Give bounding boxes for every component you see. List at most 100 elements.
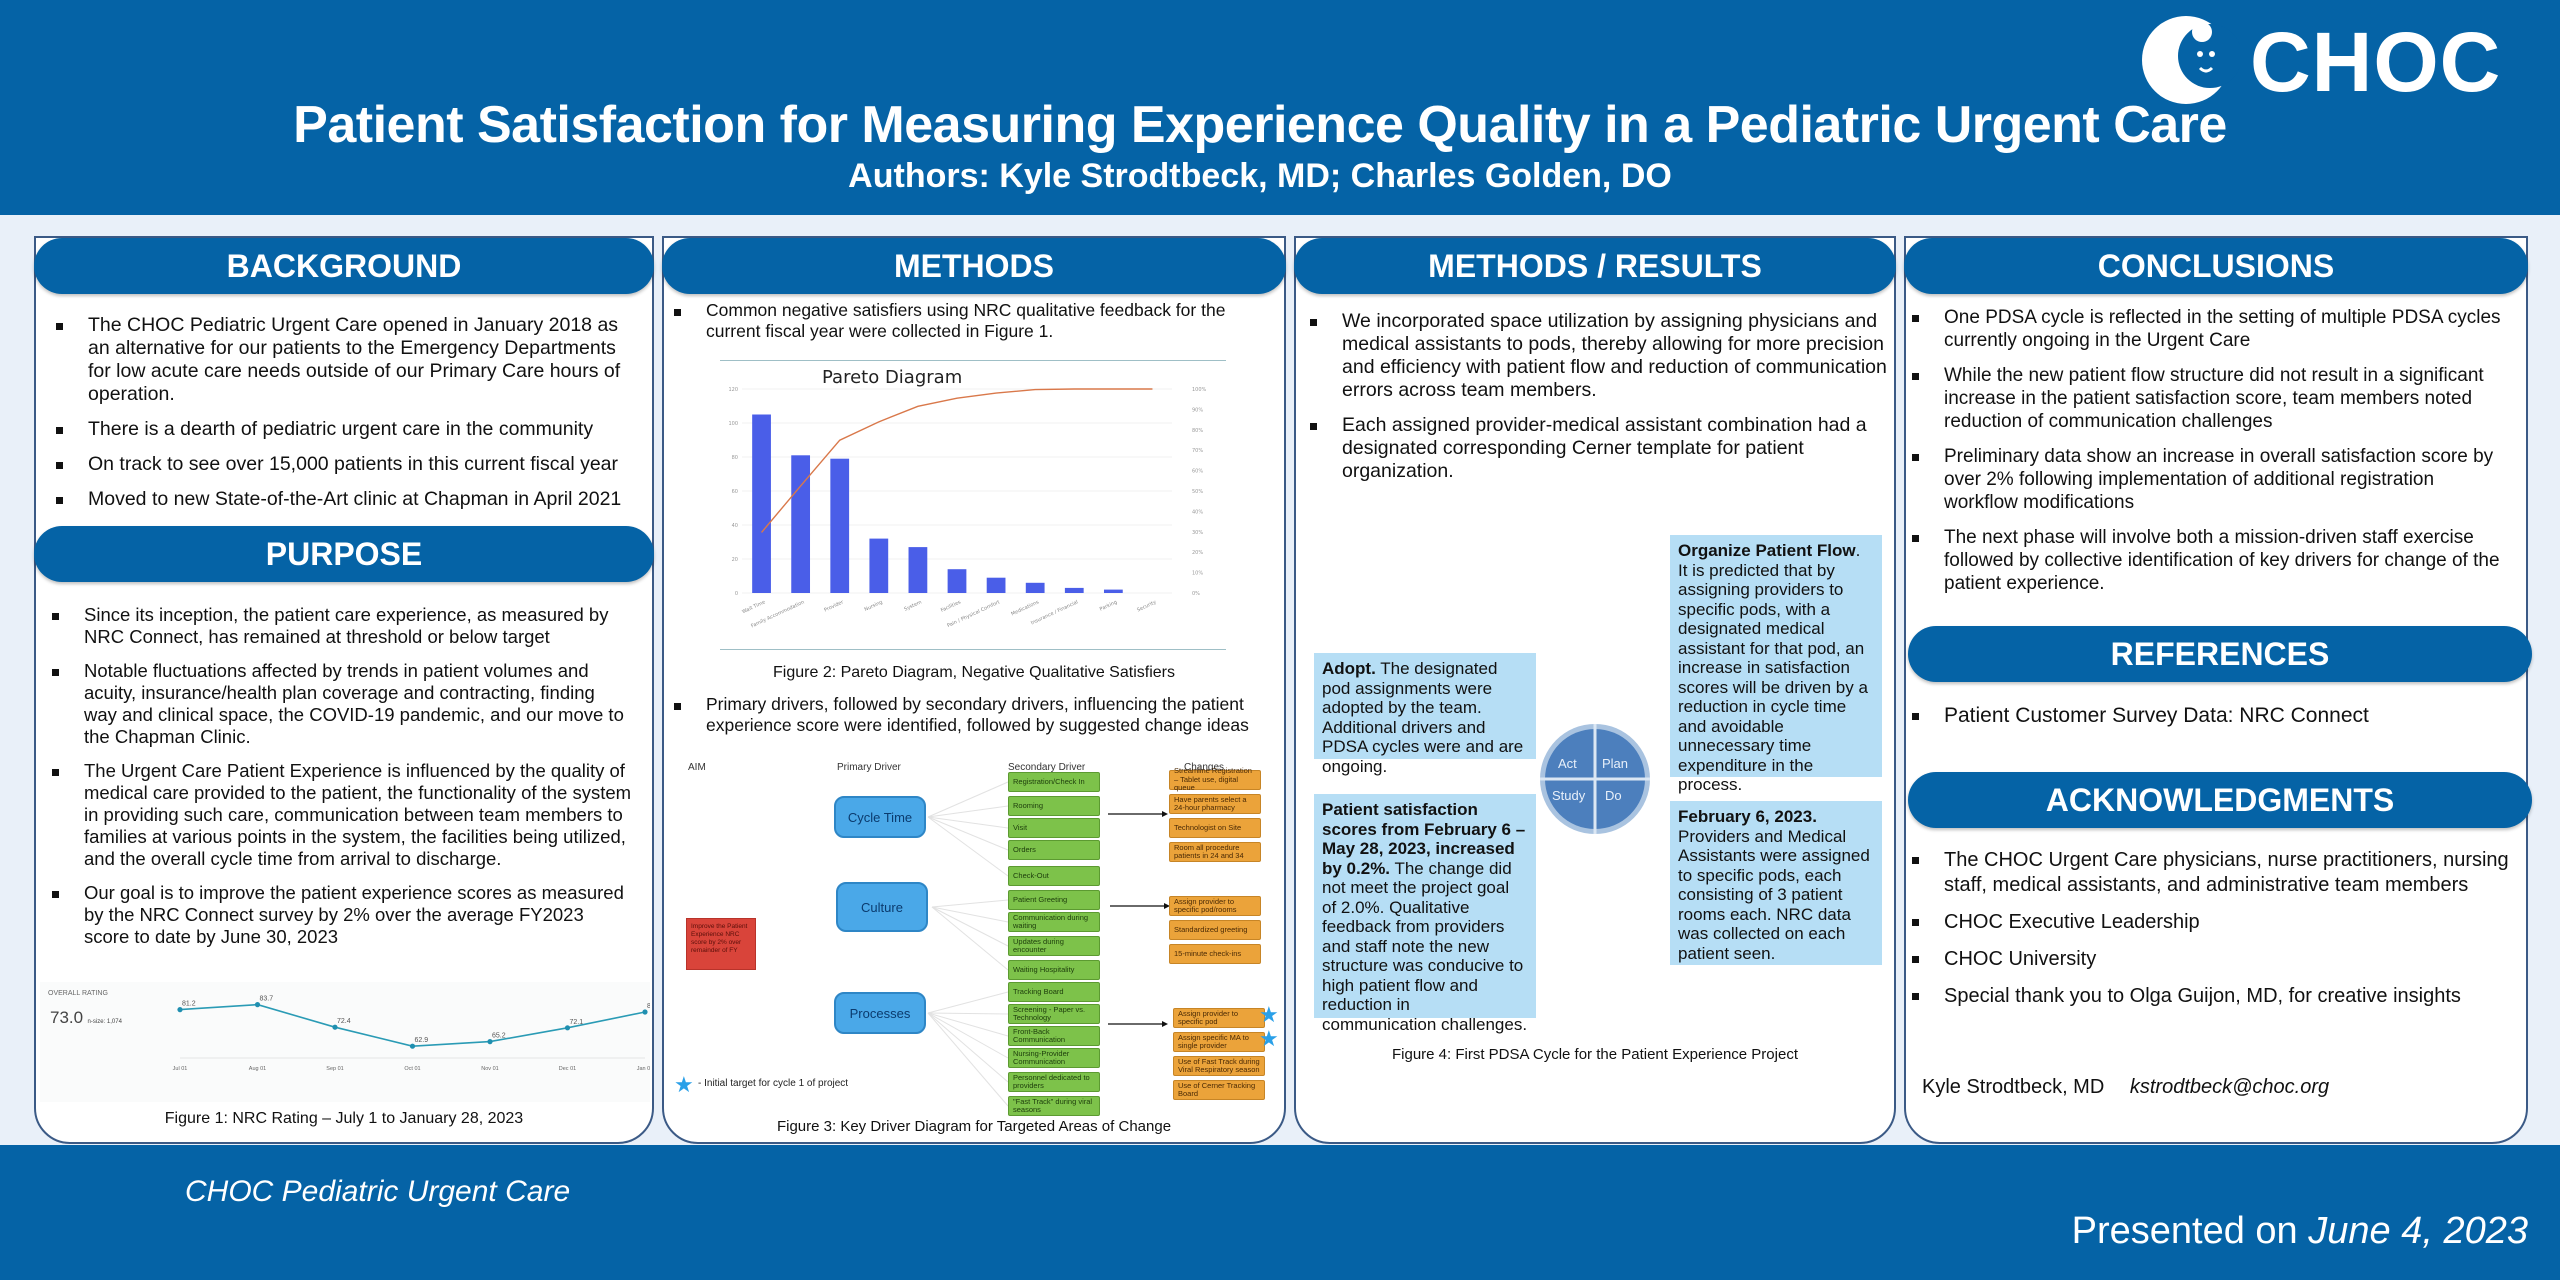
x-tick-label: Provider: [823, 599, 845, 614]
data-label: 83.7: [260, 996, 274, 1003]
connector-line: [931, 906, 1009, 971]
wheel-study: Study: [1552, 788, 1586, 803]
change-ideas: Streamline Registration – Tablet use, di…: [1169, 767, 1279, 1100]
change-idea: Assign provider to specific pod: [1173, 1008, 1265, 1028]
cumulative-line: [761, 388, 1153, 533]
logo-text: CHOC: [2250, 15, 2502, 109]
y-tick-label: 40: [732, 523, 738, 529]
y2-tick-label: 80%: [1192, 428, 1203, 434]
x-tick-label: System: [903, 599, 923, 612]
data-point: [332, 1024, 338, 1030]
pdsa-do-box: February 6, 2023. Providers and Medical …: [1670, 801, 1882, 965]
x-tick-label: Parking: [1099, 599, 1118, 612]
y2-tick-label: 0%: [1192, 591, 1200, 597]
secondary-driver: Visit: [1008, 818, 1100, 838]
y2-tick-label: 60%: [1192, 469, 1203, 475]
change-idea: Use of Fast Track during Viral Respirato…: [1173, 1056, 1265, 1076]
pdsa-plan-box: Organize Patient Flow. It is predicted t…: [1670, 535, 1882, 794]
purpose-heading: PURPOSE: [34, 526, 654, 582]
primary-driver-culture: Culture: [836, 882, 928, 932]
connector-line: [927, 1012, 1009, 1015]
secondary-driver: Personnel dedicated to providers: [1008, 1072, 1100, 1092]
change-idea: Use of Cerner Tracking Board: [1173, 1080, 1265, 1100]
poster-authors: Authors: Kyle Strodtbeck, MD; Charles Go…: [848, 157, 1672, 195]
y2-tick-label: 100%: [1192, 387, 1207, 393]
kdd-legend: - Initial target for cycle 1 of project: [698, 1078, 849, 1089]
kdd-col-primary: Primary Driver: [837, 762, 901, 773]
target-star-icon: ★: [1259, 1002, 1279, 1027]
list-item: Primary drivers, followed by secondary d…: [654, 694, 1270, 736]
contact-name: Kyle Strodtbeck, MD: [1922, 1076, 2105, 1098]
y-tick-label: 80: [732, 455, 738, 461]
methods-heading: METHODS: [662, 238, 1286, 294]
data-label: 72.1: [570, 1019, 584, 1026]
data-label: 80.0: [647, 1003, 650, 1010]
pareto-title: Pareto Diagram: [822, 367, 963, 388]
x-tick-label: Dec 01: [559, 1066, 576, 1072]
wheel-do: Do: [1605, 788, 1622, 803]
references-heading: REFERENCES: [1908, 626, 2532, 682]
y2-tick-label: 90%: [1192, 407, 1203, 413]
purpose-list: Since its inception, the patient care ex…: [32, 604, 632, 960]
y-tick-label: 0: [735, 591, 738, 597]
y2-tick-label: 10%: [1192, 571, 1203, 577]
y2-tick-label: 70%: [1192, 448, 1203, 454]
change-idea: Have parents select a 24-hour pharmacy: [1169, 794, 1261, 814]
pareto-bar: [986, 577, 1006, 593]
connector-line: [931, 906, 1009, 923]
x-tick-label: Security: [1136, 599, 1157, 613]
y-tick-label: 60: [732, 489, 738, 495]
pareto-bar: [1103, 589, 1123, 593]
y2-tick-label: 30%: [1192, 530, 1203, 536]
methods-list-1: Common negative satisfiers using NRC qua…: [654, 300, 1264, 354]
y-tick-label: 20: [732, 557, 738, 563]
arrow-head-icon: [1162, 1021, 1168, 1027]
connector-line: [927, 1012, 1009, 1107]
data-point: [177, 1007, 183, 1013]
x-tick-label: Aug 01: [249, 1066, 266, 1072]
pareto-bar: [752, 414, 771, 593]
pdsa-cycle-icon: [1540, 724, 1650, 834]
connector-line: [927, 781, 1009, 818]
secondary-driver: Front-Back Communication: [1008, 1026, 1100, 1046]
y2-tick-label: 50%: [1192, 489, 1203, 495]
list-item: The next phase will involve both a missi…: [1892, 526, 2512, 595]
overall-rating-value: 73.0 n-size: 1,074: [50, 1008, 122, 1027]
list-item: Special thank you to Olga Guijon, MD, fo…: [1892, 984, 2512, 1009]
wheel-act: Act: [1558, 756, 1577, 771]
list-item: The Urgent Care Patient Experience is in…: [32, 760, 632, 870]
pdsa-act-box: Adopt. The designated pod assignments we…: [1314, 653, 1536, 776]
secondary-driver: Updates during encounter: [1008, 936, 1100, 956]
poster-title: Patient Satisfaction for Measuring Exper…: [293, 96, 2227, 154]
change-idea: Room all procedure patients in 24 and 34: [1169, 842, 1261, 862]
primary-driver-processes: Processes: [834, 992, 926, 1034]
pareto-bar: [830, 458, 850, 593]
nrc-line-chart: 81.2 Jul 01 83.7 Aug 01 72.4 Sep 01 62.9 Oct 01…: [173, 996, 650, 1072]
column-conclusions: CONCLUSIONS One PDSA cycle is reflected …: [1904, 236, 2532, 1144]
data-label: 62.9: [415, 1037, 429, 1044]
column-background-purpose: BACKGROUND The CHOC Pediatric Urgent Car…: [34, 236, 654, 1144]
primary-driver-cycle-time: Cycle Time: [834, 796, 926, 838]
list-item: Common negative satisfiers using NRC qua…: [654, 300, 1264, 342]
conclusions-list: One PDSA cycle is reflected in the setti…: [1892, 306, 2512, 607]
methods-results-list: We incorporated space utilization by ass…: [1290, 310, 1890, 495]
conclusions-heading: CONCLUSIONS: [1904, 238, 2528, 294]
change-idea: Technologist on Site: [1169, 818, 1261, 838]
overall-rating-label: OVERALL RATING: [48, 990, 108, 997]
pareto-bar: [869, 538, 889, 593]
acknowledgments-heading: ACKNOWLEDGMENTS: [1908, 772, 2532, 828]
footer-organization: CHOC Pediatric Urgent Care: [185, 1175, 571, 1208]
y2-tick-label: 20%: [1192, 550, 1203, 556]
presented-date: June 4, 2023: [2308, 1210, 2528, 1252]
connector-line: [927, 1012, 1009, 1037]
pareto-figure: Pareto Diagram 0 20 40 60 80 100 120 0% 10% 20% 30…: [720, 360, 1226, 650]
column-methods: METHODS Common negative satisfiers using…: [662, 236, 1286, 1144]
connector-line: [931, 906, 1009, 947]
contact-email[interactable]: kstrodtbeck@choc.org: [2129, 1076, 2330, 1098]
choc-logo: CHOC: [2140, 8, 2502, 109]
list-item: Preliminary data show an increase in ove…: [1892, 445, 2512, 514]
list-item: On track to see over 15,000 patients in …: [36, 453, 636, 476]
wheel-plan: Plan: [1602, 756, 1629, 771]
list-item: One PDSA cycle is reflected in the setti…: [1892, 306, 2512, 352]
data-point: [642, 1009, 648, 1015]
